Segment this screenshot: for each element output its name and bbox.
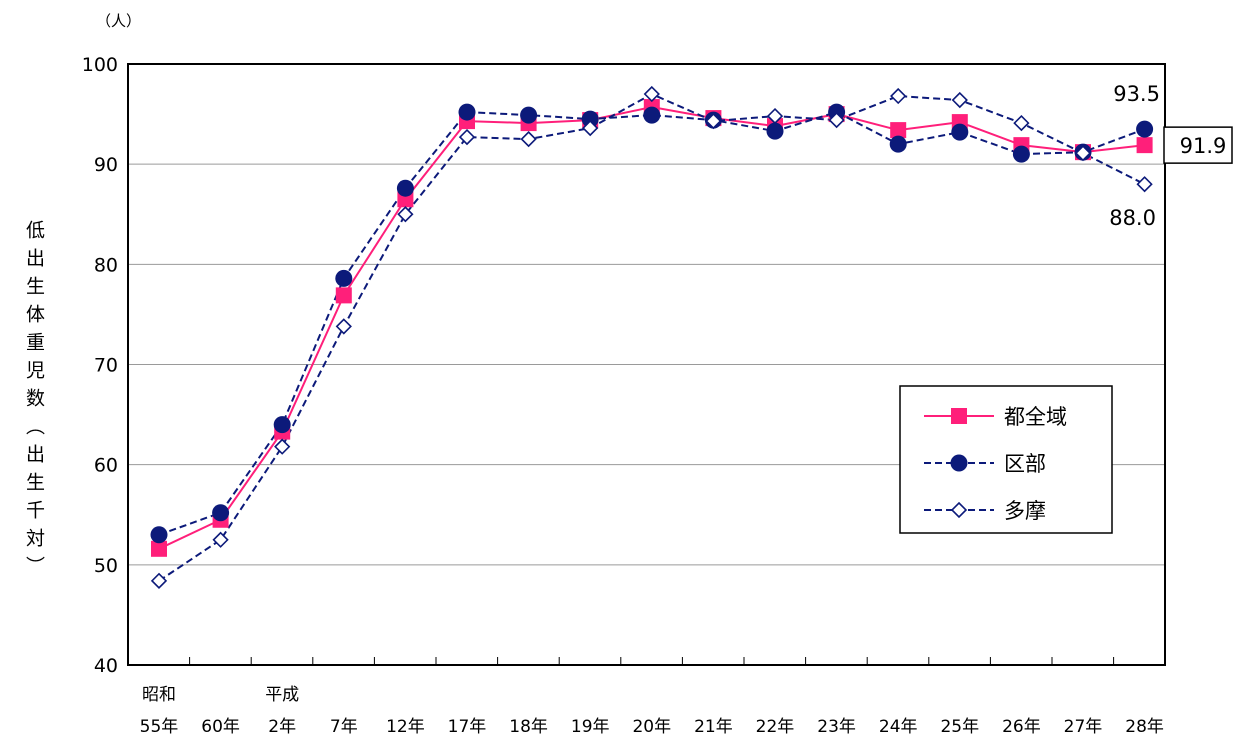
diamond-marker bbox=[458, 128, 476, 146]
diamond-marker bbox=[1074, 145, 1092, 162]
y-tick-label: 90 bbox=[94, 154, 118, 176]
circle-marker bbox=[766, 122, 784, 140]
circle-marker bbox=[1136, 120, 1154, 138]
x-tick-label: 28年 bbox=[1125, 717, 1164, 737]
legend-label: 都全域 bbox=[1004, 405, 1067, 429]
y-axis-title: 低出生体重児数（出生千対） bbox=[23, 220, 45, 584]
y-tick-label: 100 bbox=[82, 54, 118, 76]
legend-label: 多摩 bbox=[1004, 499, 1046, 523]
diamond-marker bbox=[582, 119, 599, 137]
square-marker bbox=[151, 540, 167, 557]
y-unit-label: （人） bbox=[96, 12, 141, 30]
x-tick-label: 19年 bbox=[571, 717, 610, 737]
diamond-marker bbox=[274, 438, 291, 455]
annotation-label: 88.0 bbox=[1109, 206, 1156, 230]
y-tick-label: 40 bbox=[94, 655, 118, 677]
series-line bbox=[158, 111, 1145, 536]
circle-marker bbox=[458, 103, 476, 121]
square-marker bbox=[890, 122, 907, 139]
x-tick-label: 20年 bbox=[632, 717, 671, 737]
x-tick-label: 22年 bbox=[756, 717, 795, 737]
diamond-marker bbox=[890, 87, 907, 105]
circle-marker bbox=[1012, 145, 1030, 163]
diamond-marker bbox=[951, 91, 968, 109]
x-tick-label: 25年 bbox=[940, 717, 979, 737]
circle-marker bbox=[889, 135, 907, 153]
annotation-box bbox=[1163, 126, 1233, 164]
legend-label: 区部 bbox=[1004, 452, 1046, 476]
diamond-marker bbox=[397, 206, 414, 223]
diamond-marker bbox=[643, 85, 660, 103]
square-marker bbox=[951, 408, 967, 424]
series-区部 bbox=[158, 111, 1145, 536]
diamond-marker bbox=[520, 130, 537, 148]
series-layer bbox=[150, 85, 1154, 589]
annotation-label: 91.9 bbox=[1180, 134, 1227, 158]
circle-marker bbox=[212, 504, 230, 522]
x-tick-label: 18年 bbox=[509, 717, 548, 737]
circle-marker bbox=[273, 416, 291, 434]
x-tick-label: 55年 bbox=[140, 717, 179, 737]
diamond-marker bbox=[1136, 176, 1153, 193]
legend-entry: 都全域 bbox=[924, 405, 1067, 429]
x-era-label: 昭和 bbox=[142, 685, 176, 705]
circle-marker bbox=[396, 179, 414, 197]
square-marker bbox=[335, 287, 352, 304]
plot-area-frame bbox=[127, 63, 1166, 666]
circle-marker bbox=[950, 454, 968, 472]
diamond-marker bbox=[1013, 114, 1030, 132]
x-tick-label: 7年 bbox=[330, 717, 358, 737]
markers-多摩 bbox=[150, 85, 1153, 589]
y-tick-label: 80 bbox=[94, 254, 118, 276]
annotation-label: 93.5 bbox=[1113, 82, 1160, 106]
legend-box bbox=[899, 385, 1113, 534]
legend-entry: 区部 bbox=[924, 452, 1046, 476]
diamond-marker bbox=[150, 572, 168, 589]
circle-marker bbox=[335, 269, 353, 287]
x-tick-label: 27年 bbox=[1064, 717, 1103, 737]
value-annotations: 93.5 91.9 88.0 bbox=[1109, 82, 1233, 230]
square-marker bbox=[1136, 137, 1153, 154]
x-tick-label: 26年 bbox=[1002, 717, 1041, 737]
diamond-marker bbox=[950, 501, 968, 519]
y-tick-label: 50 bbox=[94, 555, 118, 577]
y-axis-ticks: 40 50 60 70 80 90 100 bbox=[82, 54, 118, 677]
x-tick-label: 24年 bbox=[879, 717, 918, 737]
diamond-marker bbox=[828, 111, 845, 129]
circle-marker bbox=[643, 106, 661, 124]
y-tick-label: 70 bbox=[94, 355, 118, 377]
x-era-label: 平成 bbox=[265, 685, 299, 705]
diamond-marker bbox=[705, 112, 722, 130]
x-tick-label: 2年 bbox=[268, 717, 296, 737]
y-axis-title-text: 低出生体重児数（出生千対） bbox=[23, 220, 45, 584]
x-tick-label: 21年 bbox=[694, 717, 733, 737]
diamond-marker bbox=[766, 107, 784, 125]
x-tick-label: 17年 bbox=[448, 717, 487, 737]
circle-marker bbox=[150, 526, 168, 544]
x-axis-ticks: 55年 60年 2年 7年 12年 17年 18年 19年 20年 21年 22年 23年 24年 25年… bbox=[140, 657, 1164, 737]
legend-entry: 多摩 bbox=[924, 499, 1046, 523]
x-tick-label: 60年 bbox=[201, 717, 240, 737]
diamond-marker bbox=[212, 531, 229, 548]
y-tick-label: 60 bbox=[94, 455, 118, 477]
circle-marker bbox=[951, 123, 969, 141]
circle-marker bbox=[581, 110, 599, 128]
x-tick-label: 12年 bbox=[386, 717, 425, 737]
diamond-marker bbox=[335, 318, 352, 335]
circle-marker bbox=[520, 106, 538, 124]
x-tick-label: 23年 bbox=[817, 717, 856, 737]
